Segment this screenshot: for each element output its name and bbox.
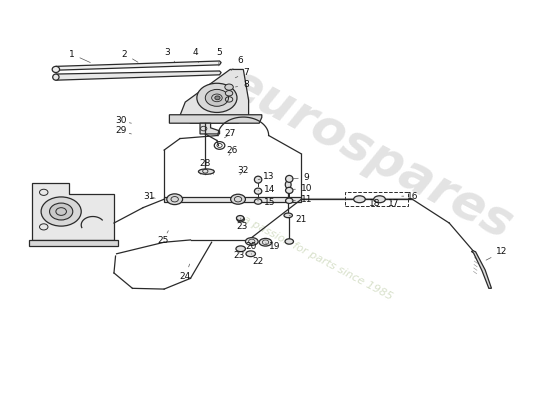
Ellipse shape (199, 169, 214, 174)
Text: 27: 27 (224, 130, 236, 138)
Text: 6: 6 (231, 56, 244, 70)
Text: 13: 13 (258, 172, 274, 182)
Ellipse shape (245, 238, 258, 245)
Text: eurospares: eurospares (219, 58, 521, 249)
Ellipse shape (52, 66, 59, 72)
Text: 12: 12 (486, 247, 508, 260)
Text: 30: 30 (115, 116, 131, 125)
Text: 32: 32 (238, 166, 249, 175)
Text: 10: 10 (292, 184, 312, 193)
Polygon shape (56, 71, 221, 80)
Text: a passion for parts since 1985: a passion for parts since 1985 (241, 214, 394, 302)
Ellipse shape (255, 176, 262, 183)
Ellipse shape (284, 213, 293, 218)
Ellipse shape (236, 246, 245, 252)
Text: 3: 3 (164, 48, 175, 62)
Ellipse shape (285, 198, 293, 204)
Ellipse shape (255, 199, 262, 204)
Circle shape (41, 197, 81, 226)
Text: 29: 29 (115, 126, 131, 135)
Ellipse shape (374, 196, 386, 203)
Text: 26: 26 (226, 146, 238, 155)
Polygon shape (164, 196, 301, 202)
Text: 28: 28 (200, 160, 211, 168)
Text: 9: 9 (292, 173, 310, 182)
Ellipse shape (53, 74, 59, 80)
Polygon shape (56, 61, 221, 72)
Text: 23: 23 (236, 218, 248, 231)
Ellipse shape (167, 194, 183, 205)
Text: 14: 14 (258, 185, 276, 194)
Ellipse shape (246, 251, 255, 257)
Text: 16: 16 (402, 192, 418, 201)
Text: 23: 23 (233, 251, 245, 260)
Polygon shape (169, 115, 262, 123)
Text: 1: 1 (69, 50, 90, 62)
Circle shape (50, 203, 73, 220)
Polygon shape (471, 251, 492, 288)
Polygon shape (200, 123, 219, 134)
Ellipse shape (236, 216, 244, 220)
Text: 15: 15 (257, 198, 276, 207)
Circle shape (197, 83, 237, 112)
Polygon shape (180, 70, 249, 123)
Polygon shape (30, 240, 118, 246)
Circle shape (215, 96, 220, 100)
Text: 4: 4 (193, 48, 199, 62)
Text: 20: 20 (245, 242, 257, 251)
Circle shape (226, 90, 233, 96)
Ellipse shape (230, 194, 245, 204)
Text: 21: 21 (289, 215, 307, 224)
Text: 24: 24 (180, 264, 191, 281)
Text: 5: 5 (217, 48, 222, 66)
Text: 31: 31 (144, 192, 155, 201)
Ellipse shape (285, 239, 294, 244)
Ellipse shape (285, 176, 293, 182)
Text: 17: 17 (388, 199, 399, 208)
Text: 8: 8 (235, 80, 249, 89)
Text: 22: 22 (251, 254, 264, 266)
Circle shape (225, 84, 233, 90)
Ellipse shape (285, 187, 293, 194)
Text: 18: 18 (368, 199, 380, 208)
Text: 2: 2 (122, 50, 138, 62)
Text: 11: 11 (292, 196, 312, 204)
Ellipse shape (237, 216, 244, 222)
Circle shape (205, 90, 229, 106)
Ellipse shape (354, 196, 365, 203)
Text: 19: 19 (266, 242, 280, 251)
Ellipse shape (255, 188, 262, 194)
Text: 7: 7 (235, 68, 249, 78)
Polygon shape (32, 183, 114, 240)
Ellipse shape (259, 238, 272, 246)
Ellipse shape (285, 181, 291, 188)
Text: 25: 25 (157, 231, 169, 245)
